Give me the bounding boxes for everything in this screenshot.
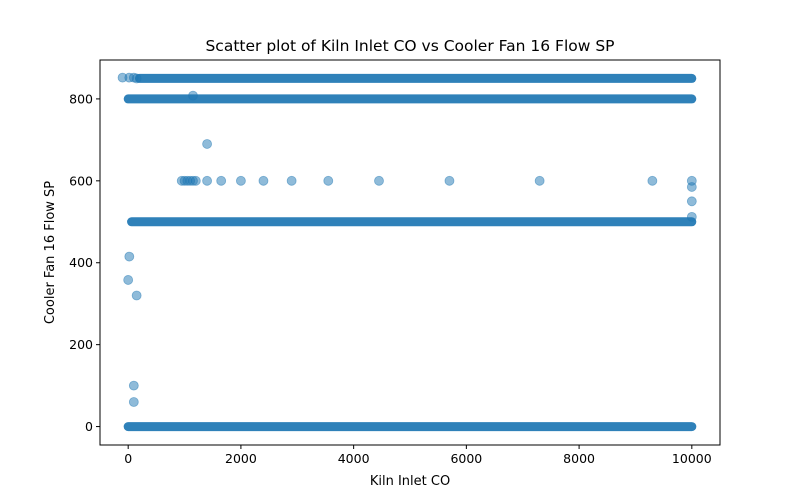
x-tick-label: 2000 bbox=[225, 451, 257, 466]
data-point bbox=[131, 73, 142, 84]
data-point bbox=[286, 175, 297, 186]
points-layer bbox=[117, 72, 697, 432]
data-point bbox=[124, 251, 135, 262]
y-tick-label: 200 bbox=[69, 337, 93, 352]
data-point bbox=[188, 90, 198, 101]
x-tick-label: 0 bbox=[124, 451, 132, 466]
x-axis-label: Kiln Inlet CO bbox=[370, 474, 450, 489]
data-point bbox=[202, 175, 212, 186]
plot-frame bbox=[99, 59, 721, 446]
y-axis-label: Cooler Fan 16 Flow SP bbox=[43, 181, 58, 324]
point-band-800 bbox=[123, 94, 697, 104]
y-tick-label: 400 bbox=[69, 255, 93, 270]
x-tick-label: 10000 bbox=[672, 451, 712, 466]
data-point bbox=[444, 175, 455, 186]
y-tick-label: 0 bbox=[85, 419, 93, 434]
data-point bbox=[374, 175, 384, 186]
x-tick-label: 4000 bbox=[338, 451, 370, 466]
chart-title: Scatter plot of Kiln Inlet CO vs Cooler … bbox=[205, 37, 614, 55]
x-tick-label: 8000 bbox=[563, 451, 595, 466]
data-point bbox=[131, 290, 142, 301]
data-point bbox=[128, 380, 139, 391]
data-point bbox=[686, 182, 697, 192]
point-band-500 bbox=[127, 217, 697, 227]
data-point bbox=[647, 175, 658, 186]
data-point bbox=[123, 275, 134, 285]
point-band-0 bbox=[123, 422, 697, 432]
data-point bbox=[216, 175, 227, 186]
data-point bbox=[190, 175, 201, 186]
data-point bbox=[686, 211, 697, 222]
data-point bbox=[323, 175, 334, 186]
data-point bbox=[258, 175, 269, 186]
data-point bbox=[686, 196, 697, 207]
point-band-850 bbox=[134, 73, 697, 83]
data-point bbox=[534, 175, 545, 186]
ticks-layer: 0 2000 4000 6000 8000 10000 0 200 400 600 800 bbox=[69, 91, 712, 466]
y-tick-label: 600 bbox=[69, 173, 93, 188]
x-tick-label: 6000 bbox=[450, 451, 482, 466]
data-point bbox=[202, 139, 212, 149]
y-tick-label: 800 bbox=[69, 91, 93, 106]
data-point bbox=[128, 397, 139, 407]
data-point bbox=[236, 175, 246, 186]
